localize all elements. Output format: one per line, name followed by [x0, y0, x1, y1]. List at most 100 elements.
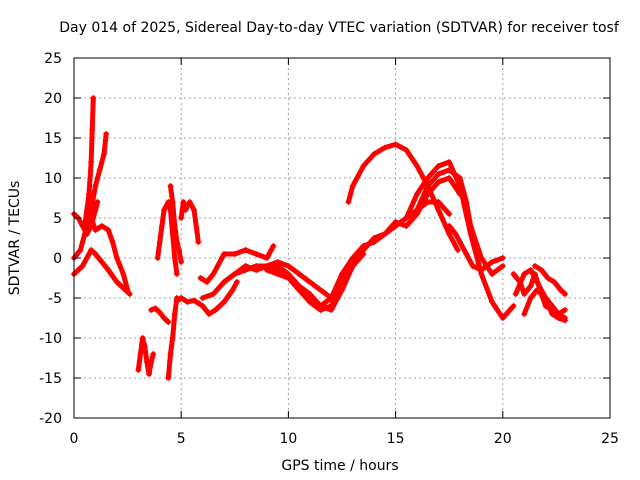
data-point	[89, 127, 96, 133]
data-point	[150, 351, 157, 357]
data-point	[158, 223, 165, 229]
data-point	[521, 291, 528, 297]
data-point	[221, 251, 228, 257]
data-point	[274, 271, 281, 277]
data-point	[478, 255, 485, 261]
data-point	[94, 199, 101, 205]
data-point	[446, 223, 453, 229]
data-point	[551, 279, 558, 285]
data-point	[88, 247, 95, 253]
data-point	[467, 223, 474, 229]
data-point	[165, 319, 172, 325]
data-series	[71, 95, 568, 381]
data-point	[171, 311, 178, 317]
data-point	[203, 279, 210, 285]
data-point	[103, 131, 110, 137]
data-point	[392, 219, 399, 225]
x-tick-label: 5	[177, 431, 186, 447]
data-point	[274, 263, 281, 269]
data-point	[186, 199, 193, 205]
data-point	[510, 303, 517, 309]
data-point	[178, 259, 185, 265]
data-point	[171, 255, 178, 261]
data-point	[113, 279, 120, 285]
plot-frame	[73, 57, 611, 419]
data-point	[231, 251, 238, 257]
series-arc-04	[71, 215, 131, 293]
y-tick-label: 5	[53, 211, 62, 227]
data-point	[549, 311, 556, 317]
data-point	[191, 297, 198, 304]
data-point	[242, 267, 249, 273]
data-point	[79, 263, 86, 269]
data-point	[424, 183, 431, 189]
data-point	[463, 251, 470, 257]
data-point	[349, 263, 356, 269]
data-point	[392, 141, 399, 148]
data-point	[206, 311, 213, 317]
data-point	[414, 207, 421, 213]
data-point	[456, 175, 463, 181]
y-tick-label: 25	[44, 51, 62, 67]
data-point	[210, 291, 217, 297]
data-point	[229, 287, 236, 293]
data-point	[435, 207, 442, 213]
data-point	[403, 147, 410, 153]
series-line	[84, 131, 109, 237]
data-point	[178, 215, 185, 221]
data-point	[561, 317, 568, 324]
data-point	[454, 247, 461, 253]
data-point	[191, 207, 198, 213]
data-point	[414, 163, 421, 169]
y-tick-label: 10	[44, 171, 62, 187]
data-point	[489, 259, 496, 265]
data-point	[489, 271, 496, 277]
data-point	[152, 305, 159, 312]
data-point	[296, 283, 303, 289]
data-point	[306, 279, 313, 285]
data-point	[296, 271, 303, 277]
data-point	[499, 315, 506, 321]
series-arc-18	[345, 141, 461, 253]
x-tick-label: 25	[601, 431, 619, 447]
chart-title: Day 014 of 2025, Sidereal Day-to-day VTE…	[59, 20, 620, 36]
data-point	[167, 351, 174, 357]
y-axis-label: SDTVAR / TECUs	[7, 181, 23, 296]
data-point	[538, 267, 545, 273]
y-tick-label: -20	[39, 411, 62, 427]
data-point	[435, 163, 442, 169]
data-point	[75, 267, 82, 273]
data-point	[270, 243, 277, 249]
data-point	[360, 163, 367, 169]
y-tick-label: 20	[44, 91, 62, 107]
data-point	[92, 227, 99, 233]
x-axis-label: GPS time / hours	[281, 458, 398, 474]
data-point	[446, 211, 453, 217]
series-arc-25	[531, 263, 568, 297]
data-point	[233, 279, 240, 285]
data-point	[167, 183, 174, 189]
data-point	[169, 199, 176, 205]
data-point	[141, 343, 148, 349]
data-point	[555, 315, 562, 321]
data-point	[339, 271, 345, 277]
data-point	[452, 231, 459, 237]
data-point	[435, 179, 442, 185]
data-point	[446, 175, 453, 181]
data-point	[135, 367, 142, 373]
data-point	[510, 271, 517, 277]
data-point	[165, 375, 172, 381]
data-point	[371, 151, 378, 157]
series-line	[532, 263, 568, 297]
data-point	[339, 287, 345, 293]
data-point	[86, 191, 93, 197]
data-point	[381, 231, 388, 237]
data-point	[126, 291, 133, 297]
series-arc-07	[148, 305, 172, 325]
data-point	[105, 227, 112, 233]
data-point	[92, 183, 99, 189]
y-tick-label: -5	[48, 291, 62, 307]
data-point	[98, 223, 105, 229]
data-point	[328, 295, 335, 301]
data-point	[371, 235, 378, 241]
